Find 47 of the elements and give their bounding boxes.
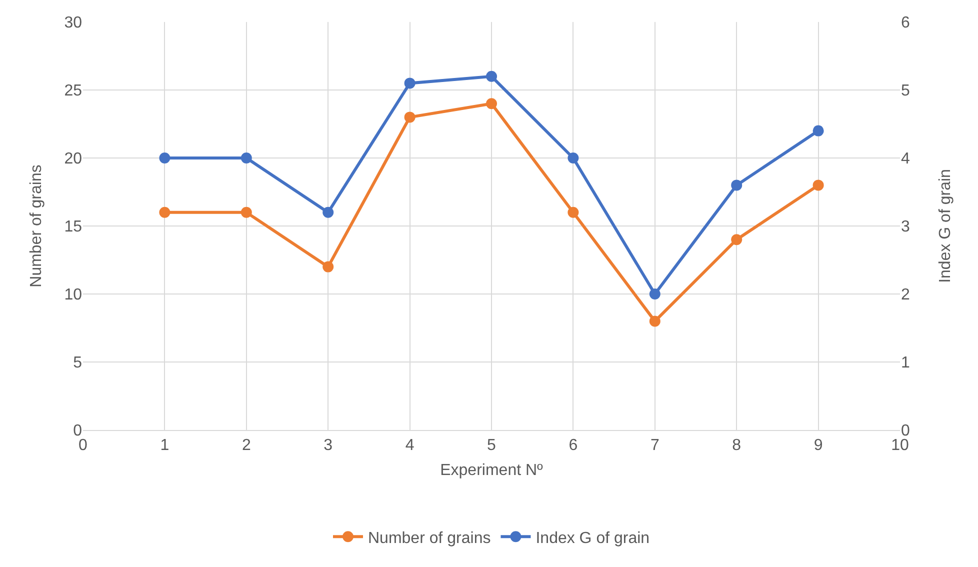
x-tick-label: 3 [324,437,333,454]
x-tick-label: 6 [568,437,578,454]
y2-tick-label: 6 [901,14,910,32]
point [159,206,170,218]
point [486,98,497,110]
point [649,316,660,327]
legend-label: Index G of grain [536,530,650,547]
point [649,288,660,300]
y2-tick-label: 4 [901,150,910,168]
point [731,234,742,246]
point [812,125,824,136]
point [568,206,579,218]
x-tick-label: 2 [242,437,251,454]
point [486,70,497,82]
y-axis-title: Number of grains [28,164,45,288]
x-tick-label: 5 [487,437,496,454]
point [812,180,824,191]
y2-tick-label: 5 [901,82,910,100]
legend-label: Number of grains [368,530,491,547]
point [240,206,252,218]
y-tick-label: 25 [64,82,82,100]
y2-tick-label: 2 [901,286,910,304]
y-tick-label: 15 [64,218,82,236]
x-tick-label: 9 [814,437,823,454]
point [240,152,252,164]
x-tick-label: 7 [650,437,660,454]
y2-tick-label: 3 [901,218,910,236]
y2-tick-label: 0 [901,422,910,440]
y-tick-label: 10 [64,286,82,304]
x-tick-label: 8 [732,437,742,454]
point [731,180,742,191]
y-tick-label: 0 [73,422,82,440]
y-tick-label: 20 [64,150,82,168]
y2-axis-title: Index G of grain [937,169,954,283]
point [568,152,579,164]
x-axis-title: Experiment Nº [440,462,544,479]
point [159,152,170,164]
y-tick-label: 30 [64,14,82,32]
point [404,78,416,89]
y2-tick-label: 1 [901,354,910,372]
point [322,261,334,272]
x-tick-label: 1 [160,437,170,454]
y-tick-label: 5 [73,354,82,372]
point [404,112,416,123]
x-tick-label: 10 [891,437,909,454]
point [322,206,334,218]
x-tick-label: 4 [405,437,414,454]
